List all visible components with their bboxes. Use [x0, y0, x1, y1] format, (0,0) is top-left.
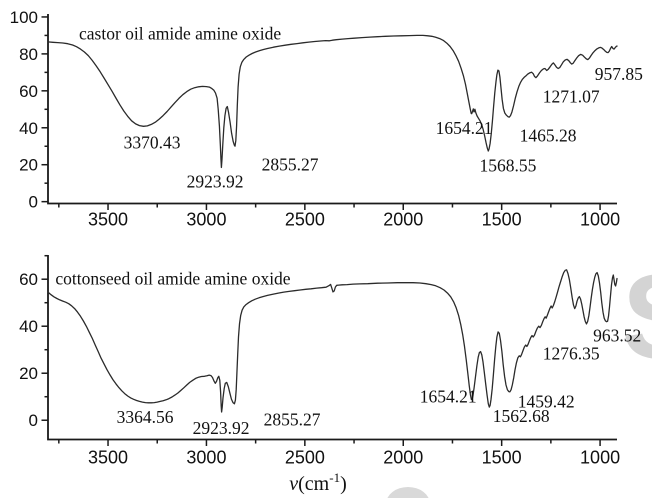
- peak-label: 1276.35: [543, 344, 600, 364]
- x-tick-label: 3500: [88, 210, 128, 230]
- x-tick-label: 1000: [580, 210, 620, 230]
- y-tick-label: 0: [29, 411, 38, 430]
- spectrum-curve-0: [47, 34, 618, 169]
- x-tick-label: 3000: [186, 448, 226, 468]
- spectrum-chart-0: 0 20 40 60 80 100 3500 3000 2500 2000 1500 1000 cast…: [10, 8, 643, 230]
- peak-label: 2855.27: [264, 409, 321, 429]
- peak-label: 3364.56: [117, 407, 174, 427]
- y-tick-label: 80: [19, 45, 38, 64]
- peak-label: 2855.27: [262, 155, 319, 175]
- peak-label: 957.85: [595, 64, 643, 84]
- watermark-blob: [387, 487, 429, 498]
- x-axis-title: ν(cm-1): [289, 470, 347, 495]
- peak-label: 3370.43: [124, 133, 181, 153]
- peak-label: 1562.68: [493, 406, 550, 426]
- superscript-exponent: -1: [329, 470, 340, 485]
- nu-symbol: ν: [289, 473, 298, 495]
- x-tick-label: 1500: [482, 210, 522, 230]
- peak-label: 963.52: [593, 326, 641, 346]
- y-tick-label: 60: [19, 82, 38, 101]
- chart-title: cottonseed oil amide amine oxide: [55, 268, 290, 288]
- y-tick-label: 40: [19, 317, 38, 336]
- peak-label: 1568.55: [480, 156, 537, 176]
- axis-frame: [47, 255, 617, 441]
- x-tick-label: 1000: [580, 448, 620, 468]
- spectrum-chart-1: 0 20 40 60 3500 3000 2500 2000 1500 1000 cottonsee…: [19, 254, 641, 468]
- y-tick-label: 100: [10, 8, 38, 27]
- spectrum-curve-1: [47, 269, 618, 413]
- peak-label: 2923.92: [193, 418, 250, 438]
- y-tick-label: 60: [19, 270, 38, 289]
- x-tick-label: 3500: [88, 448, 128, 468]
- peak-label: 1654.21: [420, 387, 477, 407]
- watermark-letter: S: [622, 250, 652, 384]
- axis-frame: [47, 14, 617, 205]
- x-tick-label: 1500: [482, 448, 522, 468]
- peak-label: 1654.21: [436, 118, 493, 138]
- y-tick-label: 20: [19, 364, 38, 383]
- peak-label: 1459.42: [518, 391, 575, 411]
- y-tick-label: 20: [19, 156, 38, 175]
- y-tick-label: 40: [19, 119, 38, 138]
- x-tick-label: 2500: [285, 448, 325, 468]
- x-tick-label: 2000: [383, 210, 423, 230]
- x-tick-label: 2500: [285, 210, 325, 230]
- charts-layer: 0 20 40 60 80 100 3500 3000 2500 2000 1500 1000 cast…: [10, 8, 643, 468]
- x-tick-label: 2000: [383, 448, 423, 468]
- y-tick-label: 0: [29, 193, 38, 212]
- watermark: S: [387, 250, 652, 498]
- x-tick-label: 3000: [186, 210, 226, 230]
- peak-label: 2923.92: [187, 171, 244, 191]
- peak-label: 1465.28: [520, 126, 577, 146]
- peak-label: 1271.07: [543, 87, 600, 107]
- chart-title: castor oil amide amine oxide: [79, 24, 281, 44]
